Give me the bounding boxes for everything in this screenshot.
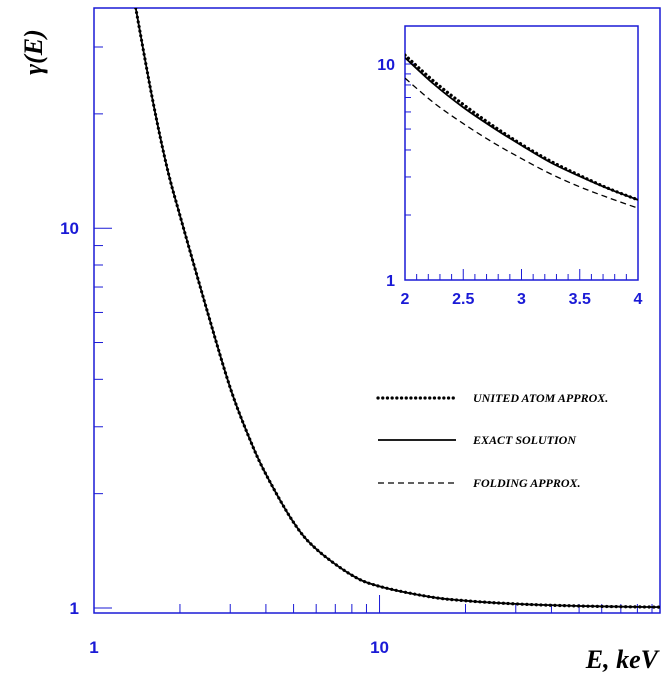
y-axis-title: γ(E) <box>19 29 48 74</box>
x-axis-title: E, keV <box>585 645 661 674</box>
main-axis-ticks: 1 10 1 10 <box>60 46 653 657</box>
inset-x-tick-label: 3.5 <box>569 291 591 308</box>
legend: UNITED ATOM APPROX. EXACT SOLUTION FOLDI… <box>376 391 608 490</box>
inset-x-tick-label: 2.5 <box>452 291 474 308</box>
inset-x-tick-label: 2 <box>401 291 410 308</box>
inset-x-tick-label: 3 <box>517 291 526 308</box>
inset-series-dashed <box>405 77 638 209</box>
main-x-tick-label: 1 <box>89 638 98 657</box>
main-series-dashed <box>135 8 660 608</box>
inset-series-solid <box>405 57 638 201</box>
legend-label-united-atom: UNITED ATOM APPROX. <box>473 391 608 405</box>
inset-y-tick-label: 1 <box>386 273 395 290</box>
inset-plot-background <box>405 26 638 280</box>
main-x-tick-label: 10 <box>370 638 389 657</box>
main-y-tick-label: 1 <box>70 599 79 618</box>
main-plot-frame <box>93 7 661 614</box>
inset-axis-ticks: 2 2.5 3 3.5 4 1 10 <box>377 57 642 308</box>
legend-label-folding: FOLDING APPROX. <box>472 476 581 490</box>
legend-label-exact: EXACT SOLUTION <box>472 433 577 447</box>
main-series-group <box>134 8 660 609</box>
inset-x-tick-label: 4 <box>634 291 643 308</box>
main-y-tick-label: 10 <box>60 219 79 238</box>
inset-series-group <box>405 53 638 209</box>
inset-y-tick-label: 10 <box>377 57 395 74</box>
